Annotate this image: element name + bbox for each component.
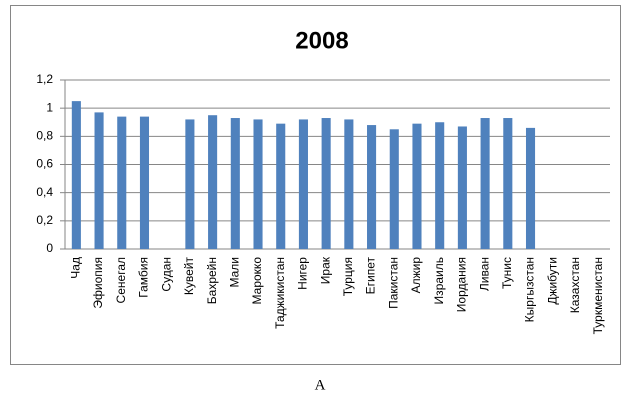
x-tick-label: Кувейт [182, 257, 196, 296]
x-tick-label: Египет [364, 257, 378, 295]
y-tick-label: 1 [46, 100, 53, 114]
x-tick-label: Сенегал [114, 257, 128, 303]
y-tick-label: 0,8 [36, 129, 53, 143]
y-tick-label: 0,2 [36, 213, 53, 227]
bar [389, 129, 399, 249]
x-tick-label: Израиль [432, 257, 446, 304]
x-tick-label: Бахрейн [205, 257, 219, 304]
y-tick-label: 0 [46, 241, 53, 255]
bar [185, 119, 195, 249]
x-tick-label: Судан [159, 257, 173, 292]
x-tick-label: Турция [341, 257, 355, 296]
x-tick-label: Нигер [296, 257, 310, 290]
bar [276, 123, 286, 249]
x-tick-label: Кыргызстан [523, 257, 537, 322]
chart-frame [10, 5, 621, 365]
bar [208, 115, 218, 249]
bar [321, 118, 331, 250]
bar [253, 119, 263, 249]
x-tick-label: Туркменистан [591, 257, 605, 334]
x-tick-label: Эфиопия [91, 257, 105, 309]
bar [480, 118, 490, 250]
x-tick-label: Ирак [318, 256, 332, 284]
bar [117, 116, 127, 249]
x-tick-label: Гамбия [137, 257, 151, 298]
bar [503, 118, 513, 250]
y-tick-label: 0,4 [36, 185, 53, 199]
bar [94, 112, 104, 250]
bar [344, 119, 354, 249]
x-tick-label: Казахстан [568, 257, 582, 313]
bar [298, 119, 308, 249]
bar [525, 127, 536, 249]
chart-title: 2008 [295, 27, 348, 54]
x-tick-label: Тунис [500, 257, 514, 289]
bar [139, 116, 150, 249]
x-tick-label: Чад [69, 257, 83, 279]
x-tick-label: Таджикистан [273, 257, 287, 329]
x-tick-label: Марокко [250, 257, 264, 305]
x-tick-label: Пакистан [386, 257, 400, 309]
bar [367, 125, 377, 249]
x-tick-label: Ливан [477, 257, 491, 291]
x-tick-label: Алжир [409, 257, 423, 294]
bar [435, 122, 445, 249]
y-tick-label: 0,6 [36, 157, 53, 171]
x-tick-label: Джибути [545, 257, 559, 305]
bar [230, 118, 240, 250]
bar [71, 101, 81, 249]
bar [457, 126, 467, 249]
y-tick-label: 1,2 [36, 72, 53, 86]
x-tick-label: Иордания [455, 257, 469, 312]
bar [412, 123, 422, 249]
caption: A [315, 377, 326, 393]
x-tick-label: Мали [227, 257, 241, 288]
